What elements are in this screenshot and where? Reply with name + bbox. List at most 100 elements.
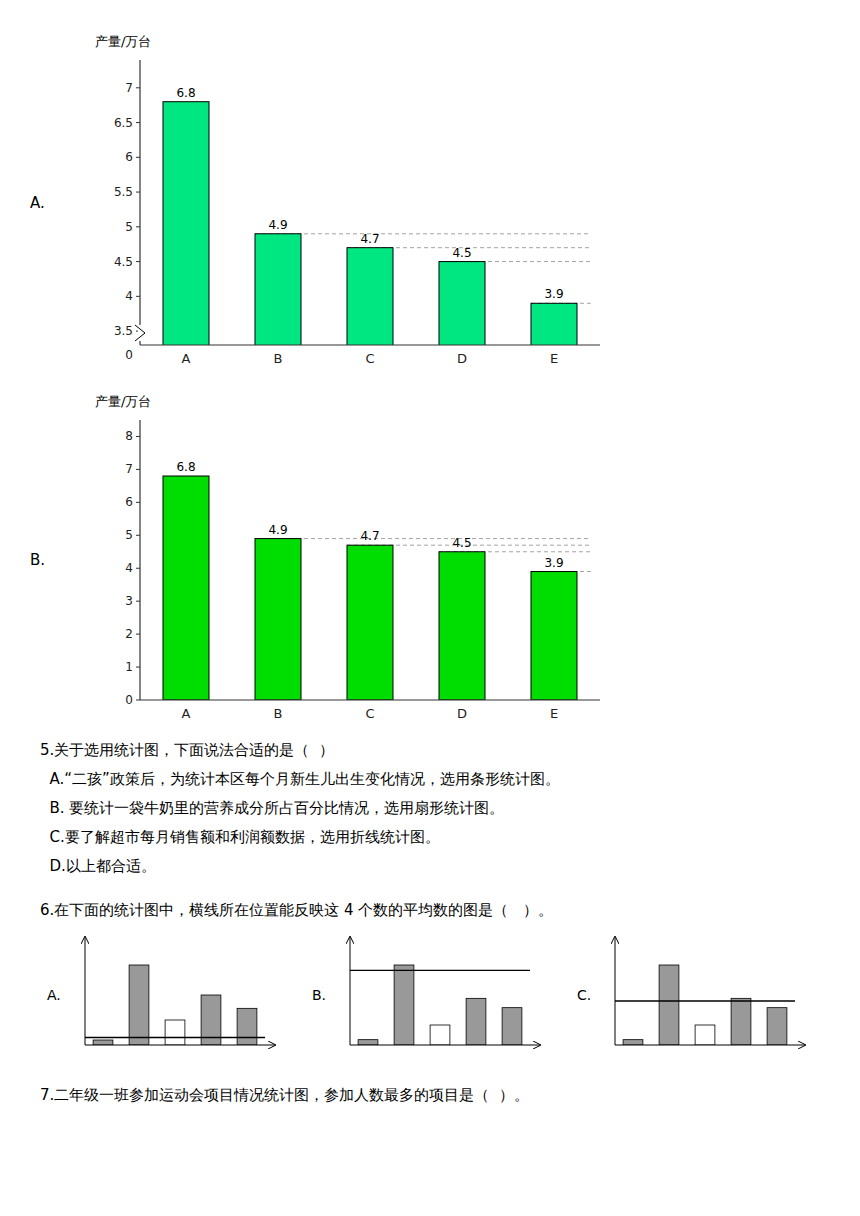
data-label: 4.9 [268,523,287,537]
y-tick [136,502,140,503]
bar [255,234,301,345]
x-tick-label: C [365,351,374,366]
y-axis-label: 产量/万台 [95,34,151,49]
y-tick [136,157,140,158]
reference-line [350,970,530,971]
x-axis [615,1045,805,1046]
x-axis [350,1045,540,1046]
data-label: 4.5 [452,246,471,260]
guides [255,234,591,304]
bar [439,262,485,345]
y-tick [136,122,140,123]
x-axis [140,699,600,700]
y-tick-label: 4 [125,561,133,575]
reference [350,970,530,971]
y-tick-label: 7 [125,81,133,95]
page: 3.544.555.566.57ABCDE6.84.94.74.53.9产量/万… [0,0,860,1216]
x-tick-label: C [365,706,374,721]
guides [255,539,591,572]
y-tick-label: 6 [125,150,133,164]
bar [255,539,301,700]
chart: A. [47,937,275,1045]
bar [347,545,393,700]
questions: 5.关于选用统计图，下面说法合适的是（ ） A.“二孩”政策后，为统计本区每个月… [40,741,560,1104]
bar [347,248,393,345]
y-tick [136,667,140,668]
bar [163,476,209,700]
y-axis [139,420,140,700]
chart: 3.544.555.566.57ABCDE6.84.94.74.53.9产量/万… [30,34,600,574]
y-tick [136,436,140,437]
chart: 012345678ABCDE6.84.94.74.53.9产量/万台B. [30,394,600,721]
y-tick-label: 3 [125,594,133,608]
y-axis [139,60,140,345]
y-tick-label: 4.5 [114,255,133,269]
x-tick-label: D [457,351,467,366]
y-axis [350,937,351,1045]
question-text: 5.关于选用统计图，下面说法合适的是（ ） [40,741,334,759]
reference [85,1037,265,1038]
bar [659,965,679,1045]
bar [767,1008,787,1045]
y-tick [136,700,140,701]
bar [531,303,577,345]
y-tick-label: 0 [125,693,133,707]
reference [615,1001,795,1002]
bar [439,552,485,700]
chart: B. [312,937,540,1045]
data-label: 3.9 [544,287,563,301]
bar [163,102,209,345]
y-tick-label: 3.5 [114,324,133,338]
y-tick-label: 5 [125,528,133,542]
y-tick [136,226,140,227]
y-tick-label: 8 [125,429,133,443]
bar [623,1040,643,1045]
bar [731,998,751,1045]
bars [623,965,787,1045]
guide-line [255,233,591,234]
question-text: D.以上都合适。 [40,857,156,875]
x-tick-label: A [182,351,191,366]
background [0,0,860,1216]
y-tick-label: 6 [125,495,133,509]
bar [695,1025,715,1045]
y-tick [136,87,140,88]
y-tick [136,261,140,262]
chart: C. [577,937,805,1045]
y-axis [85,937,86,1045]
y-tick [136,568,140,569]
option-label: B. [312,987,326,1003]
bars [163,476,577,700]
data-label: 6.8 [176,460,195,474]
guide-line [255,538,591,539]
question-text: 7.二年级一班参加运动会项目情况统计图，参加人数最多的项目是（ ）。 [40,1086,529,1104]
data-label: 6.8 [176,86,195,100]
x-axis [85,1045,275,1046]
option-label: A. [47,987,61,1003]
question-text: 6.在下面的统计图中，横线所在位置能反映这 4 个数的平均数的图是（ ）。 [40,901,553,919]
reference-line [85,1037,265,1038]
y-tick-label: 5.5 [114,185,133,199]
x-axis [140,344,600,345]
option-label: C. [577,987,591,1003]
question-text: B. 要统计一袋牛奶里的营养成分所占百分比情况，选用扇形统计图。 [40,799,504,817]
y-axis [615,937,616,1045]
data-label: 4.7 [360,232,379,246]
y-tick-label: 5 [125,220,133,234]
y-tick [136,469,140,470]
x-tick-label: B [274,351,283,366]
y-tick-label: 7 [125,462,133,476]
bar [129,965,149,1045]
y-tick [136,296,140,297]
x-tick-label: A [182,706,191,721]
axis-break-label: 0 [125,348,133,362]
y-tick [136,192,140,193]
option-label: A. [30,194,45,212]
y-axis-label: 产量/万台 [95,394,151,409]
bars [93,965,257,1045]
bar [466,998,486,1045]
option-label: B. [30,551,45,569]
y-tick [136,601,140,602]
bar [237,1008,257,1045]
axis-break [135,325,145,341]
